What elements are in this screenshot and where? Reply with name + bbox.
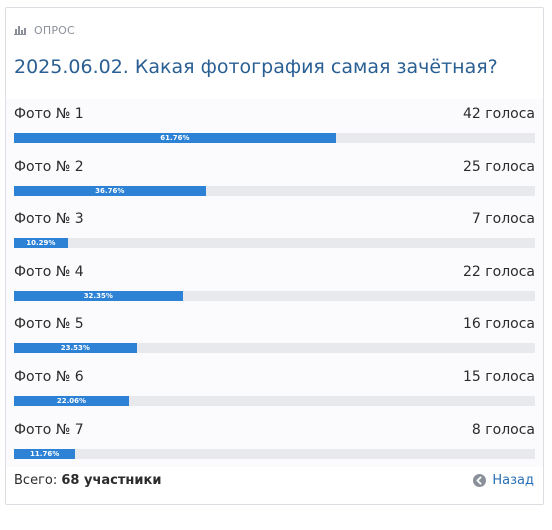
poll-option-name: Фото № 5 (14, 316, 84, 333)
poll-option-name: Фото № 4 (14, 263, 84, 280)
poll-option-percent: 61.76% (160, 134, 190, 142)
poll-option-votes: 25 голоса (463, 158, 535, 175)
poll-option: Фото № 5 16 голоса 23.53% (6, 309, 543, 362)
poll-option-votes: 7 голоса (471, 211, 535, 228)
poll-option-percent: 10.29% (26, 239, 56, 248)
poll-option-bar-track: 10.29% (14, 238, 535, 249)
poll-option-bar-track: 22.06% (14, 395, 535, 406)
poll-option-bar-track: 23.53% (14, 343, 535, 354)
total-value: 68 участники (61, 473, 162, 488)
poll-option: Фото № 2 25 голоса 36.76% (6, 152, 543, 205)
poll-option-bar-track: 11.76% (14, 448, 535, 459)
poll-footer: Всего: 68 участники Назад (6, 471, 543, 493)
poll-option-name: Фото № 3 (14, 211, 84, 228)
poll-option-bar-fill: 61.76% (14, 133, 336, 143)
poll-option-percent: 23.53% (60, 344, 90, 353)
poll-header: ОПРОС (14, 22, 75, 38)
poll-option-name: Фото № 6 (14, 368, 84, 385)
poll-option-name: Фото № 2 (14, 158, 84, 175)
poll-option-bar-fill: 10.29% (14, 238, 68, 249)
back-label: Назад (492, 473, 534, 488)
poll-option-bar-fill: 36.76% (14, 185, 206, 196)
poll-option-percent: 11.76% (30, 449, 60, 458)
poll-option: Фото № 7 8 голоса 11.76% (6, 415, 543, 468)
poll-option-bar-fill: 11.76% (14, 448, 76, 459)
poll-option: Фото № 6 15 голоса 22.06% (6, 362, 543, 415)
poll-option-bar-track: 36.76% (14, 185, 535, 196)
total-participants: Всего: 68 участники (14, 473, 161, 488)
poll-option: Фото № 4 22 голоса 32.35% (6, 257, 543, 310)
poll-header-label: ОПРОС (34, 23, 75, 37)
poll-option: Фото № 1 42 голоса 61.76% (6, 99, 543, 152)
back-link[interactable]: Назад (473, 473, 534, 488)
poll-option-name: Фото № 1 (14, 106, 84, 122)
poll-option-bar-track: 32.35% (14, 290, 535, 301)
poll-option-votes: 42 голоса (463, 106, 535, 122)
poll-title: 2025.06.02. Какая фотография самая зачёт… (14, 56, 498, 78)
poll-option-bar-track: 61.76% (14, 133, 535, 143)
poll-option-bar-fill: 23.53% (14, 343, 137, 354)
poll-option-name: Фото № 7 (14, 421, 84, 438)
poll-option-votes: 15 голоса (463, 368, 535, 385)
total-prefix: Всего: (14, 473, 58, 488)
poll-card: ОПРОС 2025.06.02. Какая фотография самая… (5, 7, 544, 505)
poll-options: Фото № 1 42 голоса 61.76% Фото № 2 25 голоса… (6, 99, 543, 468)
poll-option-votes: 8 голоса (471, 421, 535, 438)
poll-option-percent: 36.76% (95, 186, 125, 195)
poll-option-votes: 16 голоса (463, 316, 535, 333)
poll-option-bar-fill: 22.06% (14, 395, 129, 406)
poll-option-bar-fill: 32.35% (14, 290, 183, 301)
poll-option-votes: 22 голоса (463, 263, 535, 280)
poll-option: Фото № 3 7 голоса 10.29% (6, 204, 543, 257)
poll-chart-icon (14, 26, 26, 35)
arrow-left-circle-icon (473, 474, 487, 487)
poll-option-percent: 32.35% (83, 291, 113, 300)
poll-option-percent: 22.06% (56, 396, 87, 405)
